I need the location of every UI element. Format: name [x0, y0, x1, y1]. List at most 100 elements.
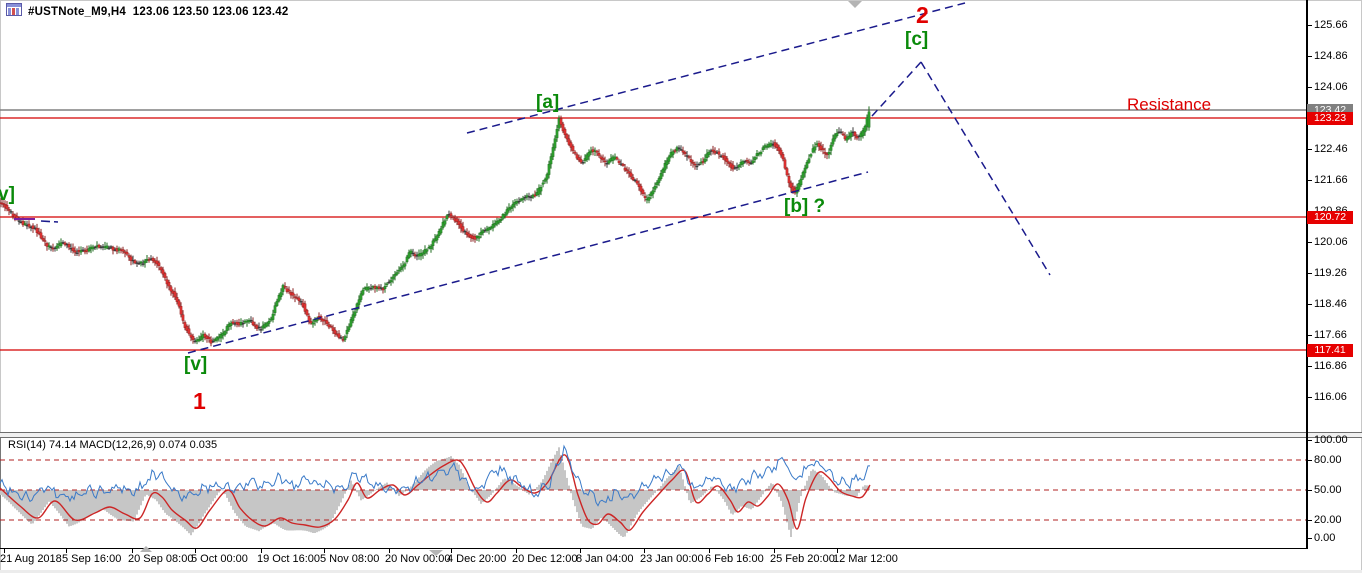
- candle-body: [819, 145, 823, 150]
- macd-bar: [486, 490, 488, 499]
- candle-body: [833, 134, 837, 140]
- wave-c[interactable]: [c]: [905, 29, 929, 50]
- candle-body: [617, 160, 621, 163]
- macd-bar: [824, 480, 826, 490]
- macd-bar: [778, 490, 780, 497]
- macd-bar: [292, 490, 294, 531]
- macd-bar: [834, 490, 836, 493]
- macd-bar: [304, 490, 306, 531]
- wave-v-left[interactable]: v]: [0, 184, 15, 205]
- num-1[interactable]: 1: [193, 388, 206, 414]
- macd-bar: [426, 468, 428, 490]
- candle-body: [1, 203, 5, 205]
- num-2[interactable]: 2: [916, 2, 929, 28]
- macd-bar: [774, 488, 776, 490]
- macd-bar: [262, 490, 264, 529]
- symbol-ohlc-title: #USTNote_M9,H4 123.06 123.50 123.06 123.…: [28, 6, 289, 18]
- panel-divider[interactable]: [0, 432, 1362, 438]
- macd-bar: [378, 487, 380, 490]
- macd-bar: [590, 490, 592, 529]
- time-axis[interactable]: 21 Aug 2018 5 Sep 16:00 20 Sep 08:00 5 Oct …: [0, 549, 1362, 571]
- macd-bar: [2, 490, 4, 497]
- indicator-tick-label: 80.00: [1314, 454, 1342, 466]
- macd-bar: [820, 474, 822, 490]
- trendline-dashed[interactable]: [920, 61, 1051, 276]
- macd-bar: [464, 477, 466, 490]
- macd-bar: [118, 490, 120, 520]
- candle-body: [677, 147, 681, 149]
- macd-bar: [756, 490, 758, 503]
- macd-bar: [508, 480, 510, 490]
- candle-body: [139, 261, 143, 264]
- macd-bar: [208, 490, 210, 508]
- macd-bar: [696, 490, 698, 500]
- macd-bar: [216, 490, 218, 496]
- candle-body: [9, 211, 13, 213]
- macd-bar: [806, 480, 808, 490]
- macd-bar: [126, 490, 128, 521]
- candle-body: [697, 163, 701, 166]
- trendline-dashed[interactable]: [871, 61, 922, 117]
- candle-body: [327, 324, 331, 328]
- macd-bar: [554, 454, 556, 490]
- macd-bar: [252, 490, 254, 530]
- macd-bar: [214, 490, 216, 499]
- candles-series: [0, 106, 871, 347]
- macd-bar: [616, 490, 618, 532]
- resistance-label[interactable]: Resistance: [1127, 95, 1212, 114]
- macd-bar: [98, 490, 100, 512]
- macd-bar: [58, 490, 60, 514]
- candle-body: [821, 148, 825, 151]
- wave-b[interactable]: [b] ?: [784, 196, 826, 217]
- macd-bar: [584, 490, 586, 528]
- macd-bar: [846, 490, 848, 496]
- macd-bar: [818, 473, 820, 490]
- candle-body: [257, 326, 261, 329]
- candle-body: [147, 259, 151, 261]
- macd-bar: [184, 490, 186, 530]
- macd-bar: [72, 490, 74, 526]
- macd-bar: [290, 490, 292, 531]
- candle-body: [339, 337, 343, 339]
- macd-bar: [266, 490, 268, 527]
- candle-body: [179, 306, 183, 315]
- macd-bar: [674, 470, 676, 490]
- macd-bar: [854, 490, 856, 498]
- macd-bar: [424, 470, 426, 490]
- macd-bar: [272, 490, 274, 524]
- trendline-segment[interactable]: [40, 220, 59, 223]
- trendline-dashed[interactable]: [466, 2, 966, 134]
- macd-bar: [218, 490, 220, 493]
- candle-body: [689, 159, 693, 163]
- trendline-dashed[interactable]: [187, 171, 869, 354]
- macd-bar: [232, 490, 234, 510]
- macd-bar: [62, 490, 64, 519]
- wave-v[interactable]: [v]: [184, 354, 208, 375]
- macd-bar: [662, 483, 664, 490]
- candle-body: [397, 269, 401, 272]
- macd-bar: [638, 490, 640, 512]
- macd-bar: [780, 490, 782, 501]
- macd-bar: [528, 490, 530, 495]
- candle-body: [487, 227, 491, 231]
- macd-bar: [648, 490, 650, 500]
- macd-bar: [322, 490, 324, 530]
- price-chart-area[interactable]: [0, 0, 1306, 433]
- candle-body: [409, 250, 413, 254]
- wave-a[interactable]: [a]: [536, 92, 560, 113]
- indicator-panel[interactable]: [0, 437, 1306, 548]
- macd-bar: [308, 490, 310, 532]
- macd-bar: [608, 490, 610, 524]
- macd-bar: [612, 490, 614, 528]
- macd-bar: [670, 474, 672, 490]
- macd-bar: [280, 490, 282, 528]
- candle-body: [707, 151, 711, 155]
- indicator-tick-label: 0.00: [1314, 532, 1336, 544]
- macd-bar: [430, 465, 432, 490]
- price-tick-label-tick: [1306, 272, 1312, 274]
- price-axis[interactable]: 125.66124.86124.06122.46121.66120.86120.…: [1306, 0, 1362, 548]
- candle-body: [799, 178, 803, 186]
- candle-body: [631, 176, 635, 180]
- candle-body: [185, 326, 189, 331]
- indicator-tick-label-tick: [1306, 519, 1312, 521]
